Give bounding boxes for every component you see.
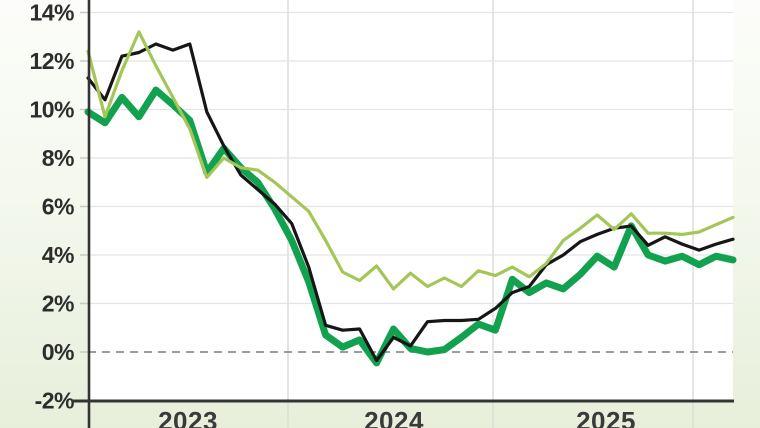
y-axis-label: 6% <box>42 194 74 220</box>
y-axis-label: 10% <box>29 97 74 123</box>
y-axis-label: 4% <box>42 242 74 268</box>
y-axis-label: 2% <box>42 291 74 317</box>
y-axis-label: 8% <box>42 145 74 171</box>
y-axis-label: 12% <box>29 48 74 74</box>
black-line <box>86 42 735 363</box>
y-axis-label: 14% <box>29 0 74 26</box>
x-axis-label: 2025 <box>576 406 636 428</box>
dark-green-line <box>84 86 737 367</box>
x-axis-label: 2024 <box>364 406 424 428</box>
y-axis-label: -2% <box>35 388 74 414</box>
x-axis-label: 2023 <box>158 406 218 428</box>
y-axis-label: 0% <box>42 339 74 365</box>
plot-area <box>89 0 733 401</box>
light-green-line <box>86 30 735 291</box>
